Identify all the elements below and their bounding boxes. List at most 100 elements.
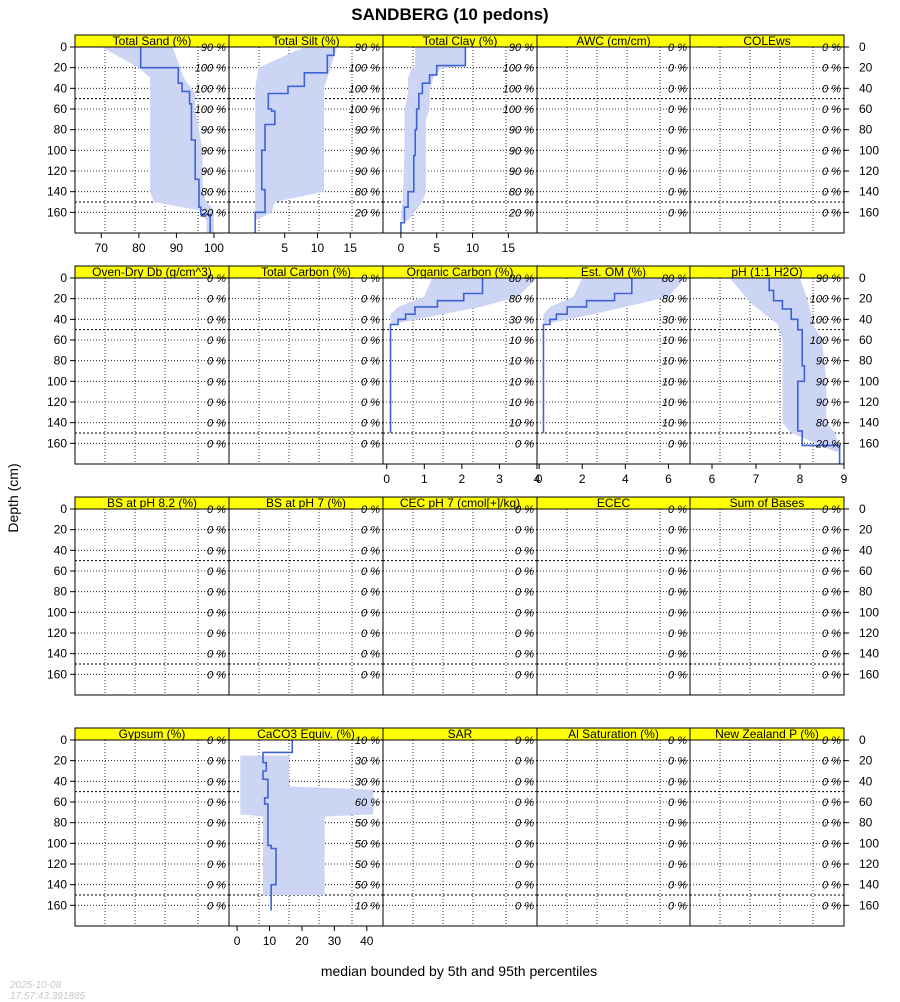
percent-label: 80 % [355, 187, 380, 199]
x-tick-label: 6 [709, 472, 716, 486]
percent-label: 0 % [668, 900, 687, 912]
percent-label: 0 % [207, 397, 226, 409]
x-tick-label: 40 [360, 934, 374, 948]
percent-label: 90 % [201, 145, 226, 157]
panel-title: Est. OM (%) [581, 265, 646, 279]
percent-label: 0 % [668, 566, 687, 578]
percent-label: 0 % [822, 669, 841, 681]
percent-label: 90 % [355, 166, 380, 178]
panel-frame [689, 508, 845, 696]
y-tick-label-right: 40 [859, 81, 873, 95]
percent-label: 0 % [668, 776, 687, 788]
panel-title: Organic Carbon (%) [407, 265, 514, 279]
percent-label: 0 % [822, 207, 841, 219]
percent-label: 0 % [361, 669, 380, 681]
percent-label: 0 % [822, 83, 841, 95]
percent-label: 10 % [509, 397, 534, 409]
x-tick-label: 15 [344, 241, 358, 255]
y-tick-label-right: 20 [859, 754, 873, 768]
percent-label: 0 % [822, 166, 841, 178]
panel-title: SAR [448, 727, 473, 741]
y-tick-label-left: 60 [54, 102, 68, 116]
panel-title: Sum of Bases [730, 496, 805, 510]
percent-label: 0 % [668, 187, 687, 199]
y-tick-label-left: 140 [47, 878, 67, 892]
y-tick-label-right: 20 [859, 523, 873, 537]
percent-label: 0 % [207, 356, 226, 368]
percent-label: 10 % [662, 335, 687, 347]
percent-label: 100 % [195, 83, 226, 95]
percent-label: 10 % [662, 376, 687, 388]
y-tick-label-right: 60 [859, 102, 873, 116]
percent-label: 0 % [207, 649, 226, 661]
percent-label: 0 % [822, 145, 841, 157]
x-tick-label: 4 [622, 472, 629, 486]
panel-title: BS at pH 8.2 (%) [107, 496, 197, 510]
y-tick-label-right: 160 [859, 205, 879, 219]
percent-label: 0 % [515, 607, 534, 619]
percent-label: 0 % [668, 207, 687, 219]
y-tick-label-right: 120 [859, 626, 879, 640]
percent-label: 100 % [503, 83, 534, 95]
y-tick-label-right: 0 [859, 271, 866, 285]
percent-label: 80 % [816, 418, 841, 430]
percent-label: 0 % [822, 776, 841, 788]
median-line [139, 47, 212, 233]
percent-label: 0 % [668, 587, 687, 599]
percent-label: 0 % [668, 545, 687, 557]
y-tick-label-right: 160 [859, 898, 879, 912]
percentile-band [729, 278, 840, 452]
panel-frame [228, 277, 384, 465]
percent-label: 80 % [201, 187, 226, 199]
median-line [400, 47, 467, 233]
x-tick-label: 8 [797, 472, 804, 486]
x-tick-label: 20 [295, 934, 309, 948]
percent-label: 20 % [354, 207, 380, 219]
percent-label: 0 % [822, 566, 841, 578]
percent-label: 0 % [207, 294, 226, 306]
percent-label: 0 % [207, 797, 226, 809]
percent-label: 0 % [515, 504, 534, 516]
y-tick-label-left: 0 [60, 271, 67, 285]
panel-frame [536, 46, 691, 234]
percent-label: 0 % [515, 818, 534, 830]
percent-label: 0 % [361, 418, 380, 430]
percent-label: 0 % [207, 818, 226, 830]
percent-label: 0 % [361, 628, 380, 640]
panel-title: ECEC [597, 496, 631, 510]
percent-label: 0 % [668, 63, 687, 75]
panel-title: New Zealand P (%) [715, 727, 819, 741]
y-tick-label-right: 160 [859, 667, 879, 681]
x-tick-label: 0 [234, 934, 241, 948]
percent-label: 0 % [822, 859, 841, 871]
percent-label: 10 % [509, 356, 534, 368]
percent-label: 0 % [361, 438, 380, 450]
percent-label: 60 % [355, 797, 380, 809]
y-tick-label-left: 160 [47, 667, 67, 681]
percent-label: 90 % [201, 125, 226, 137]
panel-title: AWC (cm/cm) [576, 34, 650, 48]
percent-label: 90 % [509, 166, 534, 178]
percent-label: 100 % [349, 63, 380, 75]
percent-label: 0 % [515, 880, 534, 892]
percent-label: 90 % [201, 42, 226, 54]
percent-label: 0 % [515, 587, 534, 599]
percent-label: 0 % [668, 669, 687, 681]
percent-label: 0 % [668, 504, 687, 516]
x-tick-label: 80 [132, 241, 146, 255]
percent-label: 0 % [207, 607, 226, 619]
panel-title: CEC pH 7 (cmol[+]/kg) [400, 496, 520, 510]
y-tick-label-left: 80 [54, 123, 68, 137]
percent-label: 0 % [361, 294, 380, 306]
percent-label: 10 % [509, 418, 534, 430]
percent-label: 0 % [361, 607, 380, 619]
panel-frame [74, 739, 230, 927]
percent-label: 90 % [509, 42, 534, 54]
panel-frame [74, 508, 230, 696]
percent-label: 90 % [355, 145, 380, 157]
figure-caption: median bounded by 5th and 95th percentil… [320, 963, 598, 979]
y-tick-label-right: 20 [859, 61, 873, 75]
percent-label: 0 % [515, 566, 534, 578]
panel-title: Total Silt (%) [272, 34, 339, 48]
